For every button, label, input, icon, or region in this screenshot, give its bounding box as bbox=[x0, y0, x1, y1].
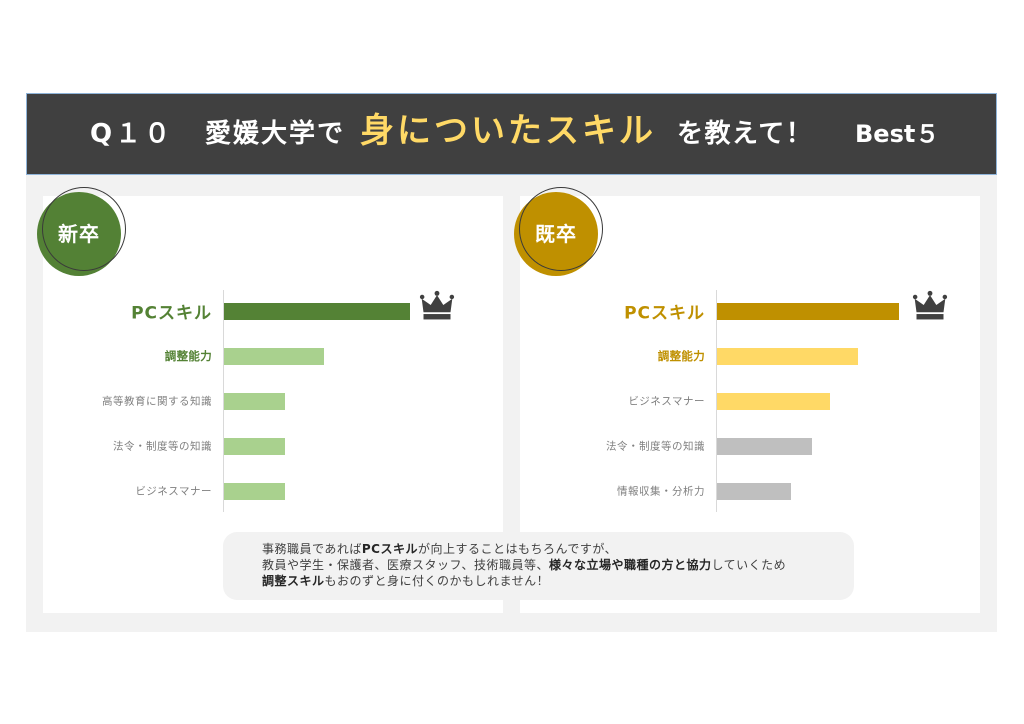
category-label: 高等教育に関する知識 bbox=[102, 395, 212, 408]
title-prefix: 愛媛大学で bbox=[205, 119, 346, 149]
bar-rank-1 bbox=[717, 302, 900, 320]
category-label: PCスキル bbox=[131, 303, 212, 324]
category-label: 調整能力 bbox=[164, 349, 212, 363]
badge-ring bbox=[519, 187, 603, 271]
best-five-tag: Best５ bbox=[855, 120, 940, 148]
comment-text: 事務職員であれば bbox=[262, 542, 362, 556]
bar-rank-2 bbox=[717, 347, 859, 365]
category-axis-line bbox=[716, 290, 717, 512]
crown-icon bbox=[912, 289, 948, 322]
question-number: Q１０ bbox=[90, 119, 174, 149]
title-suffix: を教えて！ bbox=[677, 119, 814, 149]
category-label: PCスキル bbox=[624, 303, 705, 324]
category-axis-line bbox=[223, 290, 224, 512]
comment-line: 調整スキルもおのずと身に付くのかもしれません！ bbox=[262, 573, 854, 589]
bar-rank-4 bbox=[224, 437, 286, 455]
bar-rank-3 bbox=[224, 392, 286, 410]
comment-emphasis: 調整スキル bbox=[262, 574, 325, 588]
comment-emphasis: PCスキル bbox=[361, 542, 418, 556]
bar-rank-5 bbox=[224, 482, 286, 500]
bar-rank-4 bbox=[717, 437, 812, 455]
bar-rank-2 bbox=[224, 347, 325, 365]
badge-ring bbox=[42, 187, 126, 271]
comment-text: が向上することはもちろんですが、 bbox=[418, 542, 618, 556]
comment-line: 事務職員であればPCスキルが向上することはもちろんですが、 bbox=[262, 541, 854, 557]
plot-area bbox=[716, 290, 966, 512]
plot-area bbox=[223, 290, 473, 512]
category-label: 法令・制度等の知識 bbox=[113, 440, 212, 453]
badge-label-new-graduates: 新卒 bbox=[58, 221, 100, 246]
comment-box: 事務職員であればPCスキルが向上することはもちろんですが、 教員や学生・保護者、医… bbox=[223, 532, 854, 600]
category-label: 情報収集・分析力 bbox=[617, 485, 705, 498]
chart-card-new-graduates: PCスキル 調整能力 高等教育に関する知識 法令・制度等の知識 ビジネスマナー bbox=[43, 196, 503, 613]
crown-icon bbox=[419, 289, 455, 322]
comment-line: 教員や学生・保護者、医療スタッフ、技術職員等、様々な立場や職種の方と協力していく… bbox=[262, 557, 854, 573]
category-label: ビジネスマナー bbox=[135, 485, 212, 498]
category-label: ビジネスマナー bbox=[628, 395, 705, 408]
bar-rank-5 bbox=[717, 482, 792, 500]
bar-rank-3 bbox=[717, 392, 831, 410]
category-label: 調整能力 bbox=[657, 349, 705, 363]
comment-text: もおのずと身に付くのかもしれません！ bbox=[324, 574, 550, 588]
title-banner: Q１０ 愛媛大学で 身についたスキル を教えて！ Best５ bbox=[26, 93, 997, 175]
badge-label-experienced: 既卒 bbox=[535, 221, 577, 246]
title-highlight: 身についたスキル bbox=[360, 111, 656, 151]
comment-text: していくため bbox=[711, 558, 787, 572]
bar-rank-1 bbox=[224, 302, 410, 320]
comment-text: 教員や学生・保護者、医療スタッフ、技術職員等、 bbox=[262, 558, 550, 572]
comment-emphasis: 様々な立場や職種の方と協力 bbox=[549, 558, 712, 572]
category-label: 法令・制度等の知識 bbox=[606, 440, 705, 453]
